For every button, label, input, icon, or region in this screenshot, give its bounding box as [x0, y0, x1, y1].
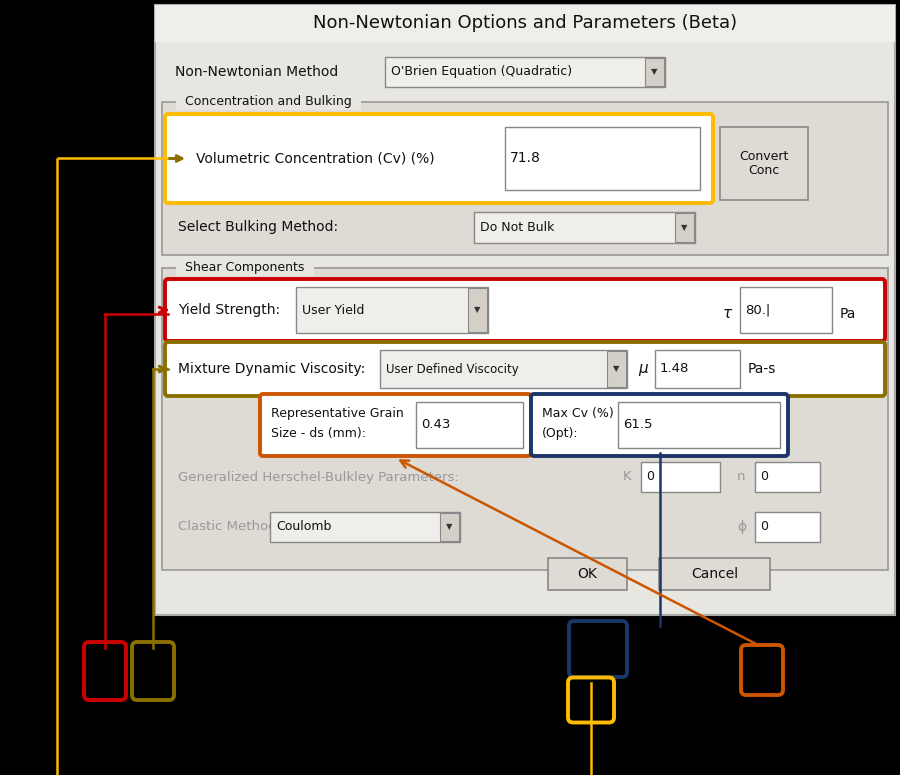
Text: 0: 0	[646, 470, 654, 484]
Text: Concentration and Bulking: Concentration and Bulking	[177, 95, 360, 109]
Text: K: K	[623, 470, 632, 484]
FancyBboxPatch shape	[474, 212, 695, 243]
Text: Cancel: Cancel	[691, 567, 738, 581]
Text: μ: μ	[638, 361, 648, 377]
FancyBboxPatch shape	[270, 512, 460, 542]
Text: 71.8: 71.8	[510, 151, 541, 166]
FancyBboxPatch shape	[645, 58, 664, 86]
Text: Size - ds (mm):: Size - ds (mm):	[271, 428, 366, 440]
Text: Select Bulking Method:: Select Bulking Method:	[178, 220, 338, 234]
FancyBboxPatch shape	[165, 342, 885, 396]
FancyBboxPatch shape	[641, 462, 720, 492]
Text: (Opt):: (Opt):	[542, 428, 579, 440]
FancyBboxPatch shape	[675, 213, 694, 242]
Text: τ: τ	[723, 306, 732, 322]
Text: Mixture Dynamic Viscosity:: Mixture Dynamic Viscosity:	[178, 362, 365, 376]
Text: ϕ: ϕ	[737, 520, 746, 534]
Text: ▼: ▼	[613, 364, 619, 374]
Text: ▼: ▼	[446, 522, 452, 532]
FancyBboxPatch shape	[162, 268, 888, 570]
FancyBboxPatch shape	[440, 513, 459, 541]
Text: Representative Grain: Representative Grain	[271, 408, 404, 421]
FancyBboxPatch shape	[468, 288, 487, 332]
FancyBboxPatch shape	[505, 127, 700, 190]
Text: Convert
Conc: Convert Conc	[739, 150, 788, 177]
FancyBboxPatch shape	[165, 114, 713, 203]
FancyBboxPatch shape	[607, 351, 626, 387]
FancyBboxPatch shape	[416, 402, 523, 448]
Text: Yield Strength:: Yield Strength:	[178, 303, 280, 317]
FancyBboxPatch shape	[165, 279, 885, 341]
FancyBboxPatch shape	[659, 558, 770, 590]
Text: 61.5: 61.5	[623, 418, 652, 432]
Text: Coulomb: Coulomb	[276, 521, 331, 533]
FancyBboxPatch shape	[740, 287, 832, 333]
Text: Non-Newtonian Options and Parameters (Beta): Non-Newtonian Options and Parameters (Be…	[313, 15, 737, 33]
Text: 0.43: 0.43	[421, 418, 450, 432]
Text: Pa: Pa	[840, 307, 857, 321]
Text: Non-Newtonian Method: Non-Newtonian Method	[175, 65, 338, 79]
Text: ▼: ▼	[473, 305, 481, 315]
FancyBboxPatch shape	[720, 127, 808, 200]
FancyBboxPatch shape	[548, 558, 627, 590]
FancyBboxPatch shape	[260, 394, 531, 456]
FancyBboxPatch shape	[296, 287, 488, 333]
Text: n: n	[737, 470, 745, 484]
FancyBboxPatch shape	[755, 462, 820, 492]
Text: ▼: ▼	[680, 223, 688, 232]
Text: Clastic Methods:: Clastic Methods:	[178, 521, 288, 533]
Text: Shear Components: Shear Components	[177, 261, 312, 274]
FancyBboxPatch shape	[155, 5, 895, 42]
FancyBboxPatch shape	[655, 350, 740, 388]
FancyBboxPatch shape	[380, 350, 627, 388]
Text: O'Brien Equation (Quadratic): O'Brien Equation (Quadratic)	[391, 66, 572, 78]
Text: 0: 0	[760, 470, 768, 484]
Text: User Defined Viscocity: User Defined Viscocity	[386, 363, 518, 376]
Text: OK: OK	[578, 567, 598, 581]
FancyBboxPatch shape	[531, 394, 788, 456]
Text: ▼: ▼	[651, 67, 657, 77]
FancyBboxPatch shape	[385, 57, 665, 87]
Text: Generalized Herschel-Bulkley Parameters:: Generalized Herschel-Bulkley Parameters:	[178, 470, 459, 484]
Text: 80.|: 80.|	[745, 304, 770, 316]
FancyBboxPatch shape	[155, 5, 895, 615]
FancyBboxPatch shape	[755, 512, 820, 542]
Text: 0: 0	[760, 521, 768, 533]
FancyBboxPatch shape	[618, 402, 780, 448]
Text: Do Not Bulk: Do Not Bulk	[480, 221, 554, 234]
Text: Max Cv (%): Max Cv (%)	[542, 408, 614, 421]
Text: Volumetric Concentration (Cv) (%): Volumetric Concentration (Cv) (%)	[196, 151, 435, 166]
Text: Pa-s: Pa-s	[748, 362, 777, 376]
FancyBboxPatch shape	[162, 102, 888, 255]
Text: User Yield: User Yield	[302, 304, 365, 316]
Text: 1.48: 1.48	[660, 363, 689, 376]
